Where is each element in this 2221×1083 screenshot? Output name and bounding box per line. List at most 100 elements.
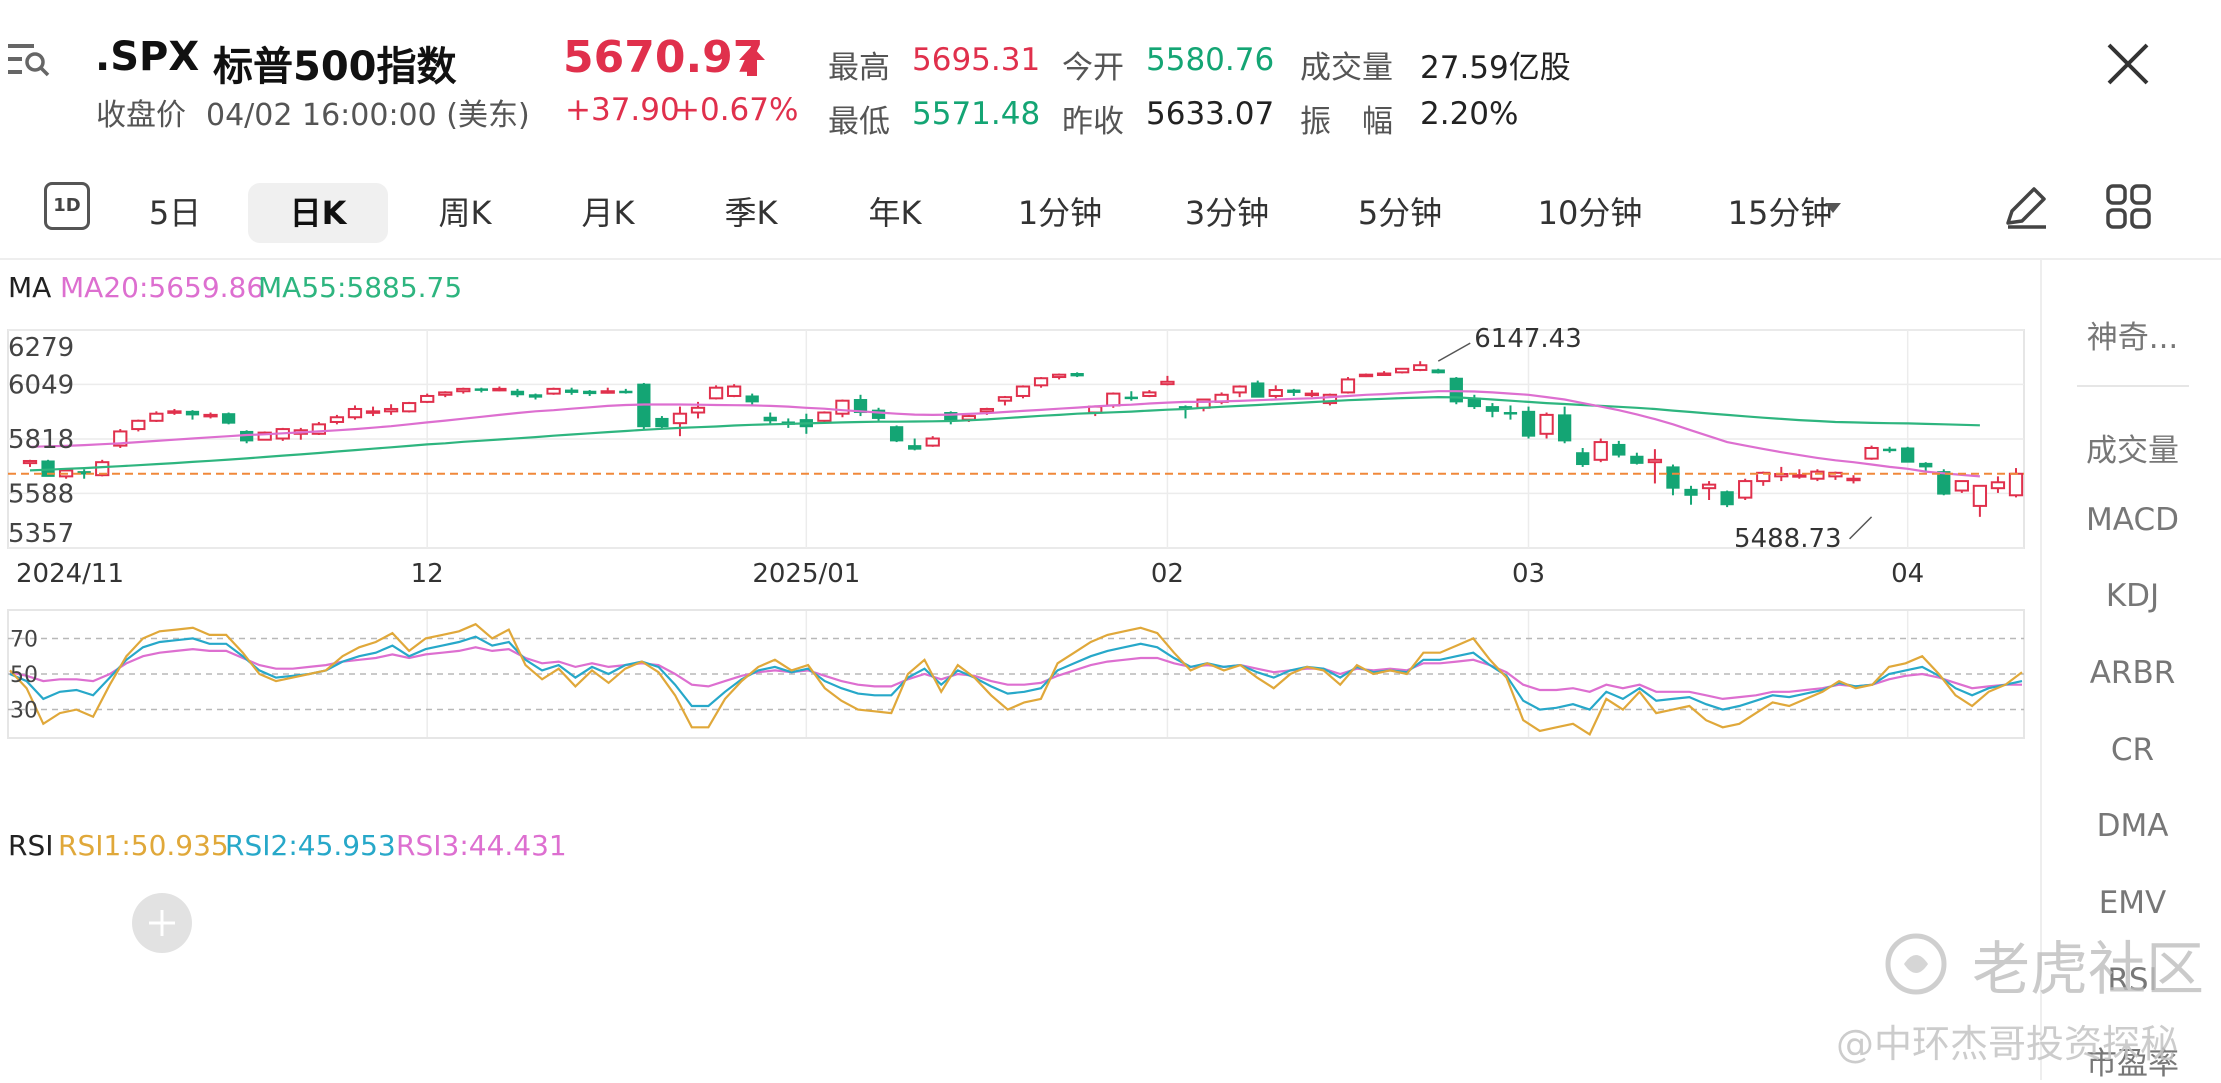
candle-body <box>1557 414 1572 442</box>
candle-body <box>1738 480 1753 499</box>
candle <box>1792 469 1807 479</box>
tab-15-min[interactable]: 15分钟 <box>1727 194 1833 232</box>
candle-body <box>510 390 525 396</box>
candle <box>637 382 651 431</box>
candle <box>329 414 345 425</box>
candle-body <box>1268 389 1283 397</box>
candle <box>997 395 1013 406</box>
candle <box>1810 469 1825 482</box>
candle-body <box>221 413 236 424</box>
candle-body <box>1666 466 1680 489</box>
candle <box>1701 481 1717 501</box>
candle-body <box>925 437 940 447</box>
candle <box>1864 445 1879 460</box>
ma-indicator-label: MA <box>8 271 51 304</box>
rsi3-legend: RSI3:44.431 <box>396 829 567 862</box>
candle-body <box>1449 377 1463 403</box>
indicator-emv[interactable]: EMV <box>2098 885 2167 921</box>
candle <box>420 393 435 404</box>
indicator-arbr[interactable]: ARBR <box>2089 655 2176 691</box>
candle-body <box>979 407 995 413</box>
candle <box>1051 373 1067 380</box>
chart-area[interactable]: MA MA20:5659.86 MA55:5885.75 6279 6049 581… <box>0 260 2040 1080</box>
tab-yearly-k[interactable]: 年K <box>868 194 922 232</box>
candle <box>1738 478 1753 501</box>
candle-body <box>619 390 633 394</box>
candle <box>1503 405 1518 420</box>
candle-body <box>1647 458 1663 464</box>
candle <box>1322 393 1338 406</box>
candle <box>474 387 489 393</box>
indicator-rsi[interactable]: RSI <box>2107 962 2158 998</box>
candle-body <box>1304 392 1320 397</box>
indicator-cr[interactable]: CR <box>2110 732 2155 768</box>
candle-body <box>1232 385 1247 394</box>
candle <box>1251 380 1265 398</box>
close-icon[interactable] <box>2106 42 2150 86</box>
x-tick-label: 12 <box>411 559 444 589</box>
candle <box>1539 412 1554 439</box>
crosshair-handle[interactable] <box>132 893 192 953</box>
candle-body <box>1990 481 2006 490</box>
candle <box>257 431 272 441</box>
indicator-volume[interactable]: 成交量 <box>2086 433 2179 469</box>
candle-body <box>871 409 886 419</box>
period-icon[interactable]: 1D <box>44 182 90 230</box>
candle-body <box>690 406 706 414</box>
prev-close-value: 5633.07 <box>1146 96 1275 132</box>
tab-daily-k[interactable]: 日K <box>248 183 388 243</box>
volume-value: 27.59亿股 <box>1420 50 1571 86</box>
tab-5-min[interactable]: 5分钟 <box>1357 194 1443 232</box>
candle <box>456 387 471 394</box>
rsi2-legend: RSI2:45.953 <box>225 829 396 862</box>
candle-body <box>347 407 363 419</box>
indicator-macd[interactable]: MACD <box>2086 502 2179 538</box>
candle-body <box>1033 377 1049 387</box>
pencil-icon[interactable] <box>2000 183 2050 233</box>
indicator-dma[interactable]: DMA <box>2096 808 2169 844</box>
candle-body <box>1160 380 1175 386</box>
tab-weekly-k[interactable]: 周K <box>438 194 492 232</box>
rsi-y-tick-label: 30 <box>10 699 38 724</box>
candle <box>1142 390 1157 398</box>
low-value: 5571.48 <box>912 96 1041 132</box>
candle <box>1846 475 1861 484</box>
candle <box>619 388 633 394</box>
volume-label: 成交量 <box>1300 50 1393 86</box>
candle <box>1015 385 1031 399</box>
tab-quarterly-k[interactable]: 季K <box>724 194 778 232</box>
tab-monthly-k[interactable]: 月K <box>581 194 635 232</box>
candle-body <box>1954 480 1969 492</box>
indicator-magic[interactable]: 神奇... <box>2086 320 2179 356</box>
candle-body <box>1395 367 1410 374</box>
candle <box>1070 372 1084 378</box>
tab-5-day[interactable]: 5日 <box>148 194 202 232</box>
watermark-author: @中环杰哥投资探秘 <box>1836 1022 2179 1066</box>
main-y-axis: 6279 6049 5818 5588 5357 <box>8 333 74 549</box>
close-time: 04/02 16:00:00 (美东) <box>206 98 530 133</box>
indicator-pe[interactable]: 市盈率 <box>2086 1046 2179 1082</box>
rsi-indicator-label: RSI <box>8 829 54 862</box>
tab-1-min[interactable]: 1分钟 <box>1017 194 1103 232</box>
x-tick-label: 2025/01 <box>752 559 860 589</box>
candle-body <box>889 426 904 442</box>
grid-icon[interactable] <box>2105 183 2153 231</box>
candle <box>365 406 381 417</box>
candle <box>546 387 561 395</box>
candle <box>1485 403 1500 418</box>
candle-body <box>1919 462 1933 468</box>
candle-body <box>131 419 146 431</box>
candle-body <box>1106 392 1121 407</box>
candle-body <box>708 386 724 400</box>
main-y-tick-label: 6279 <box>8 333 74 363</box>
indicator-kdj[interactable]: KDJ <box>2105 578 2160 614</box>
candle <box>1593 438 1608 463</box>
caret-down-icon[interactable] <box>1825 201 1843 215</box>
tab-10-min[interactable]: 10分钟 <box>1537 194 1643 232</box>
candle-body <box>365 410 381 414</box>
candle-body <box>1972 484 1988 507</box>
candle <box>1647 449 1663 484</box>
list-search-icon[interactable] <box>8 42 52 78</box>
tab-3-min[interactable]: 3分钟 <box>1184 194 1270 232</box>
ma55-line <box>29 395 1980 472</box>
